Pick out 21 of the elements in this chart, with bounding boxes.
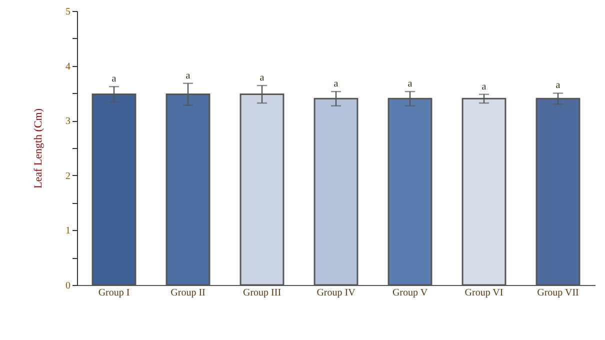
annotation: a (482, 81, 487, 92)
y-tick-label: 0 (66, 280, 70, 292)
annotation: a (112, 74, 117, 85)
x-tick-label: Group VII (537, 288, 579, 298)
x-tick-label: Group III (242, 288, 282, 298)
annotation: a (260, 72, 265, 84)
y-tick-label: 3 (66, 116, 70, 128)
x-tick-label: Group I (98, 288, 130, 298)
annotation: a (408, 78, 413, 90)
y-tick-label: 5 (66, 6, 70, 18)
y-tick-label: 4 (66, 61, 70, 72)
x-tick-label: Group V (392, 288, 428, 298)
y-tick-label: 1 (66, 226, 70, 237)
annotation: a (334, 78, 339, 90)
x-tick-label: Group II (170, 288, 206, 298)
y-axis-title: Leaf Length (Cm) (32, 108, 44, 189)
annotation: a (186, 70, 191, 82)
annotation: a (556, 80, 561, 92)
x-tick-label: Group IV (316, 288, 356, 298)
y-tick-label: 2 (66, 170, 70, 182)
x-tick-label: Group VI (464, 288, 504, 298)
